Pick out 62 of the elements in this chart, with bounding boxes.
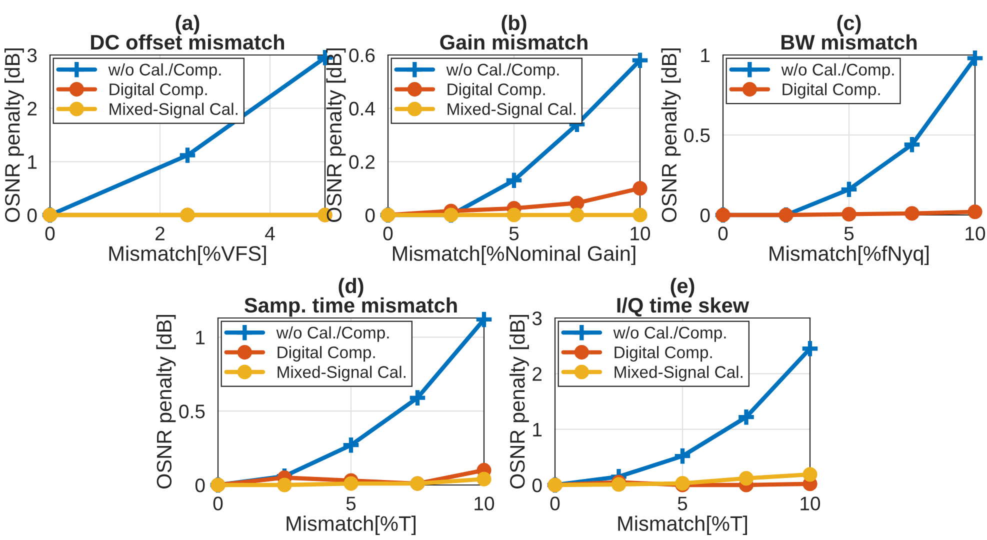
legend-label: w/o Cal./Comp. <box>613 326 726 342</box>
legend-label: Digital Comp. <box>782 83 880 99</box>
y-tick-label: 1 <box>533 423 542 436</box>
x-tick-label: 0 <box>45 226 55 240</box>
y-tick-label: 0 <box>532 478 542 492</box>
x-axis-title: Mismatch[%VFS] <box>109 246 266 266</box>
legend-label: Mixed-Signal Cal. <box>278 366 406 382</box>
x-tick-label: 0 <box>718 226 728 240</box>
y-axis-title: OSNR penalty [dB] <box>326 48 346 222</box>
legend-label: Mixed-Signal Cal. <box>448 102 576 118</box>
legend-label: w/o Cal./Comp. <box>446 63 559 79</box>
y-tick-label: 0 <box>27 208 37 222</box>
y-tick-label: 0.2 <box>349 155 375 169</box>
x-tick-label: 2 <box>156 226 164 240</box>
chart-title: (a) DC offset mismatch <box>91 14 284 50</box>
y-tick-label: 0.5 <box>179 404 205 418</box>
y-axis-title: OSNR penalty [dB] <box>4 48 24 222</box>
x-tick-label: 0 <box>213 496 223 510</box>
legend-label: Digital Comp. <box>110 83 207 99</box>
y-axis-title: OSNR penalty [dB] <box>661 48 681 222</box>
y-tick-label: 1 <box>196 330 205 344</box>
x-tick-label: 0 <box>383 226 393 240</box>
x-tick-label: 10 <box>966 226 986 240</box>
chart-title: (d) Samp. time mismatch <box>244 278 457 317</box>
x-tick-label: 10 <box>630 226 650 240</box>
x-tick-label: 10 <box>474 496 494 510</box>
legend-label: w/o Cal./Comp. <box>781 63 894 79</box>
y-tick-label: 2 <box>28 102 37 116</box>
legend-label: Mixed-Signal Cal. <box>110 102 238 118</box>
x-axis-title: Mismatch[%Nominal Gain] <box>392 246 636 266</box>
y-tick-label: 3 <box>27 48 37 62</box>
x-tick-label: 4 <box>265 226 275 240</box>
legend-label: Digital Comp. <box>614 346 712 362</box>
legend-label: w/o Cal./Comp. <box>108 63 221 79</box>
y-tick-label: 1 <box>28 155 37 169</box>
x-tick-label: 5 <box>678 496 688 510</box>
y-tick-label: 0 <box>700 208 710 222</box>
y-tick-label: 0.6 <box>349 48 375 62</box>
x-tick-label: 5 <box>844 226 854 240</box>
legend-label: Mixed-Signal Cal. <box>614 366 742 382</box>
y-tick-label: 0.5 <box>684 128 710 142</box>
chart-title: (b) Gain mismatch <box>440 14 588 50</box>
y-axis-title: OSNR penalty [dB] <box>509 314 529 489</box>
y-tick-label: 3 <box>532 311 542 326</box>
x-tick-label: 0 <box>550 496 560 510</box>
legend-label: w/o Cal./Comp. <box>276 326 389 342</box>
legend-label: Digital Comp. <box>278 346 375 362</box>
y-tick-label: 0 <box>365 208 375 222</box>
x-axis-title: Mismatch[%T] <box>618 516 747 536</box>
legend-label: Digital Comp. <box>448 83 545 99</box>
y-tick-label: 1 <box>701 48 710 62</box>
chart-title: (c) BW mismatch <box>782 14 917 50</box>
y-tick-label: 2 <box>532 367 542 381</box>
x-axis-title: Mismatch[%T] <box>286 516 416 536</box>
x-tick-label: 5 <box>346 496 356 510</box>
y-axis-title: OSNR penalty [dB] <box>156 314 176 489</box>
y-tick-label: 0 <box>195 478 205 492</box>
y-tick-label: 0.4 <box>349 102 375 116</box>
x-tick-label: 10 <box>800 496 820 510</box>
chart-title: (e) I/Q time skew <box>617 278 750 317</box>
x-tick-label: 5 <box>509 226 519 240</box>
x-axis-title: Mismatch[%fNyq] <box>770 246 929 266</box>
